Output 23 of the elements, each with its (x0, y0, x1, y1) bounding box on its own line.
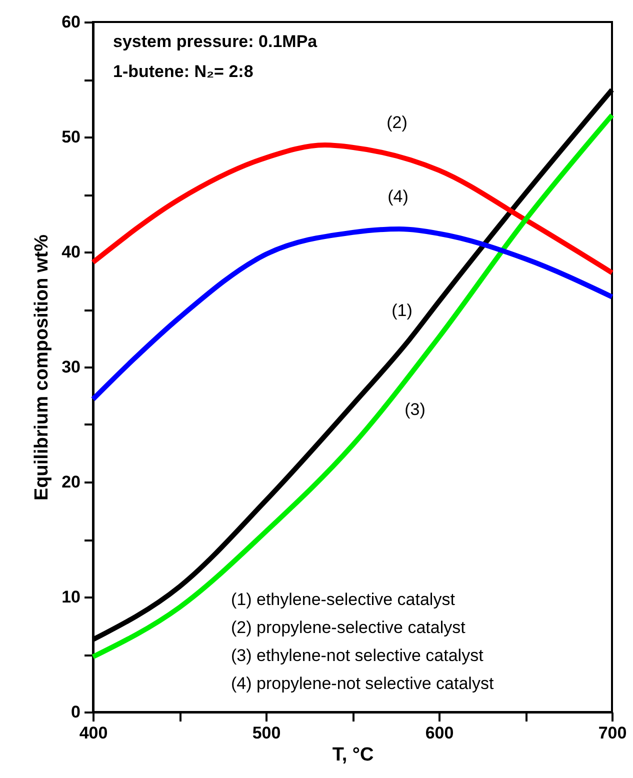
y-tick-label: 60 (62, 12, 80, 32)
annotation: (4) propylene-not selective catalyst (231, 674, 494, 693)
annotation: (4) (388, 187, 408, 206)
x-tick-label: 500 (252, 724, 281, 742)
x-axis-title: T, °C (332, 744, 374, 766)
annotation: 1-butene: N₂= 2:8 (113, 62, 254, 81)
y-tick-label: 0 (71, 702, 80, 722)
x-tick-label: 600 (425, 724, 454, 742)
y-tick-label: 50 (62, 128, 80, 146)
annotation: system pressure: 0.1MPa (113, 32, 318, 51)
x-tick-label: 400 (79, 724, 108, 742)
annotation: (3) ethylene-not selective catalyst (231, 646, 484, 665)
annotation: (1) ethylene-selective catalyst (231, 590, 456, 609)
annotation: (2) propylene-selective catalyst (231, 618, 466, 637)
x-tick-label: 700 (598, 724, 627, 742)
y-tick-label: 20 (62, 472, 80, 492)
y-tick-label: 40 (62, 242, 80, 262)
y-tick-label: 30 (62, 358, 80, 376)
y-tick-label: 10 (62, 588, 80, 606)
annotation: (2) (386, 113, 408, 132)
annotation: (3) (404, 400, 426, 419)
annotation: (1) (392, 301, 412, 320)
y-axis-title: Equilibrium composition wt% (32, 234, 53, 500)
